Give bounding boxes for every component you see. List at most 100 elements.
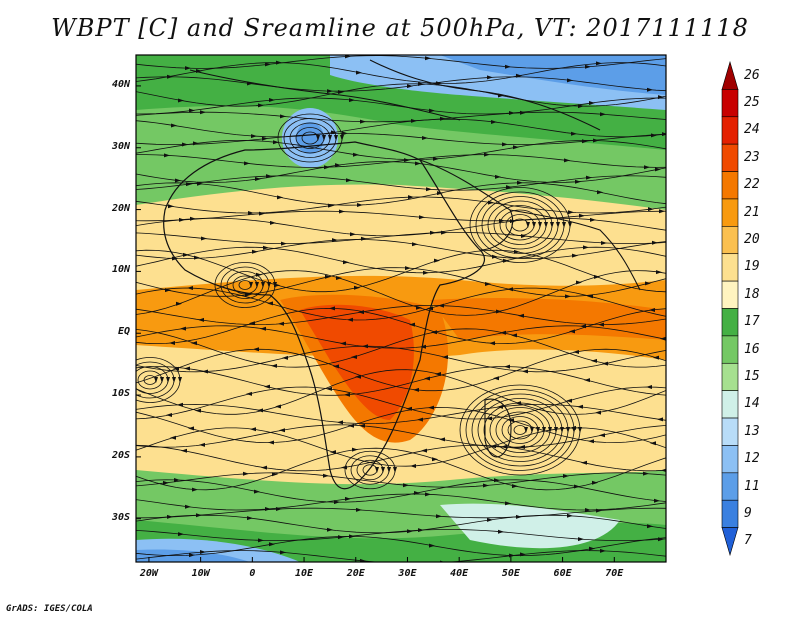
streamline-arrow (493, 376, 499, 381)
streamline-arrow (282, 355, 288, 360)
streamline-arrow (536, 427, 540, 433)
streamline-arrow (600, 112, 606, 117)
streamline-arrow (657, 417, 663, 422)
streamline-arrow (415, 161, 421, 166)
streamline-arrow (196, 69, 202, 74)
streamline (136, 369, 666, 415)
streamline-arrow (182, 142, 188, 147)
streamline-arrow (578, 427, 582, 433)
streamline-arrow (174, 477, 180, 482)
streamline (136, 325, 666, 349)
streamline-arrow (337, 420, 343, 425)
streamline-arrow (189, 108, 195, 113)
colorbar-label: 17 (744, 314, 760, 330)
streamline (136, 111, 666, 123)
streamline (136, 62, 666, 84)
streamline-arrow (498, 529, 504, 534)
streamline-arrow (340, 341, 346, 346)
streamline-arrow (172, 256, 178, 261)
streamline-arrow (495, 174, 501, 179)
streamline-arrow (580, 324, 586, 329)
streamline-arrow (508, 418, 514, 423)
streamline-arrow (405, 266, 411, 271)
streamline-arrow (585, 507, 591, 512)
streamline-arrow (187, 286, 193, 291)
streamline-arrow (420, 344, 426, 349)
streamline-arrow (520, 552, 526, 557)
streamline-arrow (489, 341, 495, 346)
streamline-arrow (167, 74, 173, 79)
lon-tick-label: 20W (139, 568, 158, 579)
streamline-arrow (598, 322, 604, 327)
streamline-arrow (356, 507, 362, 512)
streamline-arrow (178, 532, 184, 537)
streamline-arrow (651, 133, 657, 138)
streamline-arrow (272, 472, 278, 477)
streamline-arrow (643, 471, 649, 476)
streamline-arrow (647, 524, 653, 529)
streamline-arrow (524, 427, 528, 433)
streamline-arrow (177, 402, 183, 407)
streamline-arrow (483, 483, 489, 488)
streamline (136, 424, 666, 448)
streamline (136, 472, 666, 488)
streamline-arrow (565, 294, 571, 299)
streamline-arrow (329, 306, 335, 311)
streamline-arrow (316, 135, 320, 141)
colorbar-label: 25 (744, 95, 760, 111)
streamline-arrow (544, 222, 548, 228)
streamline-arrow (165, 288, 171, 293)
streamline-arrow (196, 513, 202, 518)
streamline-arrow (404, 158, 410, 163)
streamline-arrow (332, 238, 338, 243)
streamline-arrow (437, 191, 443, 196)
streamline-arrow (498, 93, 504, 98)
lat-tick-label: 10S (111, 388, 130, 400)
streamline-arrow (269, 97, 275, 102)
streamline-arrow (338, 89, 344, 94)
streamline-arrow (183, 252, 189, 257)
streamline-arrow (564, 158, 570, 163)
streamline-arrow (645, 281, 651, 286)
streamline-arrow (193, 141, 199, 146)
streamline-arrow (577, 404, 583, 409)
streamline-arrow (492, 254, 498, 259)
streamline-arrow (512, 484, 518, 489)
streamline-arrow (257, 408, 263, 413)
streamline (136, 493, 666, 511)
streamline-arrow (516, 73, 522, 78)
streamline-arrow (243, 471, 249, 476)
streamline-arrow (202, 369, 208, 374)
credit-label: GrADS: IGES/COLA (6, 604, 93, 614)
streamline-arrow (500, 330, 506, 335)
streamline-arrow (197, 181, 203, 186)
streamline-arrow (662, 132, 666, 137)
colorbar-swatch (721, 417, 739, 446)
streamline-arrow (334, 135, 338, 141)
streamline-arrow (358, 310, 364, 315)
streamline-arrow (418, 528, 424, 533)
streamline-arrow (572, 427, 576, 433)
streamline-arrow (509, 111, 515, 116)
streamline-arrow (506, 185, 512, 190)
streamline-arrow (425, 56, 431, 61)
streamline-arrow (581, 460, 587, 465)
streamline-arrow (433, 156, 439, 161)
streamline-arrow (658, 95, 664, 100)
streamline-arrow (249, 321, 255, 326)
streamline-arrow (578, 537, 584, 542)
streamline-arrow (425, 492, 431, 497)
streamline (136, 366, 666, 396)
streamline-arrow (484, 152, 490, 157)
streamline (136, 132, 666, 146)
streamline-arrow (514, 249, 520, 254)
streamline-arrow (658, 537, 664, 542)
streamline-arrow (526, 222, 530, 228)
streamline-arrow (592, 480, 598, 485)
streamline-arrow (266, 174, 272, 179)
streamline-arrow (326, 386, 332, 391)
streamline (136, 406, 666, 444)
streamline-arrow (650, 441, 656, 446)
streamline-arrow (505, 64, 511, 69)
streamline-arrow (263, 245, 269, 250)
